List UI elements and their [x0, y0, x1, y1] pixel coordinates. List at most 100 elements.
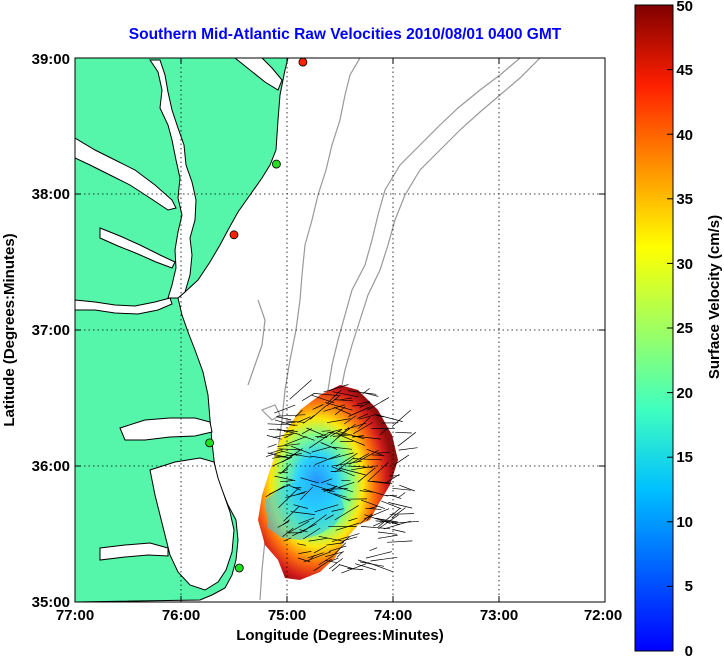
velocity-vector	[334, 406, 346, 415]
velocity-vector	[332, 391, 359, 398]
velocity-vector	[391, 409, 411, 427]
colorbar-tick-label: 20	[676, 385, 693, 402]
velocity-vector	[314, 504, 339, 513]
velocity-vector	[323, 384, 349, 393]
velocity-vector	[265, 450, 284, 457]
velocity-vector	[277, 471, 288, 474]
velocity-vector	[359, 490, 374, 493]
colorbar-tick-label: 15	[676, 449, 693, 466]
velocity-vector	[303, 551, 332, 563]
velocity-vector	[360, 499, 386, 510]
velocity-vector	[279, 480, 293, 483]
colorbar-tick-label: 10	[676, 514, 693, 531]
colorbar-label: Surface Velocity (cm/s)	[706, 215, 723, 379]
velocity-vector	[344, 415, 357, 425]
velocity-vector	[306, 427, 328, 438]
velocity-vector	[284, 433, 295, 439]
velocity-vector	[343, 536, 358, 542]
velocity-vector	[292, 523, 317, 537]
velocity-vector	[301, 393, 315, 401]
velocity-vector	[277, 428, 301, 435]
velocity-vector	[321, 488, 348, 490]
velocity-vector	[332, 542, 347, 556]
velocity-vector	[359, 513, 373, 524]
velocity-vector	[340, 397, 353, 401]
velocity-vector	[352, 422, 373, 435]
potomac-river	[75, 137, 177, 211]
x-tick-label: 77:00	[56, 607, 94, 624]
velocity-vector	[303, 527, 321, 540]
velocity-vector	[337, 430, 365, 440]
velocity-vector	[335, 522, 360, 531]
velocity-vector	[367, 562, 393, 572]
velocity-vector	[296, 454, 312, 458]
radar-site-marker	[234, 563, 244, 573]
colorbar-tick-label: 50	[676, 0, 693, 15]
velocity-vector	[336, 551, 344, 558]
velocity-vector	[331, 533, 360, 543]
velocity-vector	[359, 401, 371, 408]
velocity-vector	[297, 557, 311, 563]
velocity-vector	[366, 448, 385, 457]
velocity-vector	[331, 466, 355, 477]
velocity-vector	[367, 397, 390, 411]
velocity-vector	[347, 568, 364, 570]
velocity-vector	[325, 402, 353, 411]
velocity-vector	[299, 434, 315, 441]
velocity-vector	[397, 432, 417, 447]
velocity-vector	[365, 507, 382, 510]
velocity-vector	[369, 547, 378, 552]
velocity-vector	[331, 564, 341, 572]
velocity-vector	[286, 483, 301, 491]
colorbar-tick-label: 45	[676, 62, 693, 79]
velocity-vector	[371, 454, 383, 456]
colorbar-tick-label: 30	[676, 256, 693, 273]
velocity-vector	[297, 543, 306, 546]
velocity-vector	[283, 453, 297, 462]
velocity-field	[258, 379, 420, 580]
chesapeake-bay	[149, 59, 197, 299]
velocity-vector	[369, 505, 378, 509]
velocity-vector	[398, 492, 406, 498]
velocity-vector	[378, 534, 398, 539]
velocity-vector	[325, 559, 338, 564]
velocity-vector	[318, 535, 344, 542]
velocity-vector	[310, 455, 327, 459]
velocity-vector	[376, 451, 391, 454]
velocity-vector	[284, 436, 307, 446]
radar-site-marker	[298, 58, 308, 67]
velocity-vector	[329, 557, 339, 563]
velocity-vector	[307, 552, 324, 559]
velocity-vector	[336, 423, 356, 439]
tick-marks	[75, 58, 605, 602]
velocity-vector	[334, 505, 359, 521]
velocity-vector	[281, 463, 292, 473]
x-tick-label: 75:00	[268, 607, 306, 624]
map-title: Southern Mid-Atlantic Raw Velocities 201…	[129, 26, 562, 43]
velocity-vector	[326, 418, 351, 424]
velocity-vector	[295, 409, 303, 418]
velocity-vector	[315, 436, 328, 438]
velocity-vector	[348, 517, 358, 522]
velocity-vector	[329, 432, 347, 436]
velocity-vector	[278, 486, 300, 509]
velocity-vector	[277, 414, 306, 417]
map-area	[75, 58, 605, 602]
radar-site-marker	[229, 230, 239, 240]
velocity-vector	[326, 483, 354, 493]
velocity-vector	[356, 401, 371, 405]
velocity-vector	[338, 481, 355, 488]
velocity-vector	[376, 517, 400, 526]
velocity-vector	[277, 443, 301, 447]
land-mass	[75, 58, 289, 602]
velocity-vector	[265, 485, 285, 498]
velocity-vector	[392, 487, 411, 491]
velocity-vector	[388, 502, 413, 509]
velocity-vector	[312, 404, 324, 410]
velocity-vector	[387, 540, 413, 543]
velocity-vector	[353, 458, 383, 461]
velocity-vector	[285, 420, 305, 423]
velocity-vector	[395, 431, 412, 434]
velocity-vector	[352, 404, 363, 407]
velocity-vector	[321, 430, 331, 432]
